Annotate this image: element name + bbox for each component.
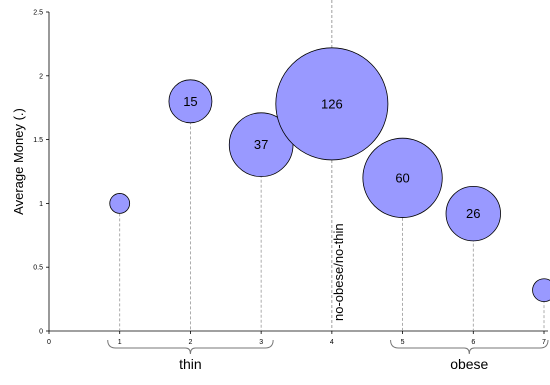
y-axis-title: Average Money (.) bbox=[11, 108, 26, 215]
axes bbox=[48, 12, 548, 332]
x-tick-label: 4 bbox=[330, 339, 334, 346]
y-tick-label: 0.5 bbox=[33, 265, 43, 272]
group-bracket bbox=[390, 339, 549, 355]
bubbles: 15 37 126 60 26 bbox=[109, 47, 550, 303]
bubble-label: 15 bbox=[183, 94, 197, 109]
bubble-label: 37 bbox=[254, 137, 268, 152]
x-tick-label: 2 bbox=[188, 339, 192, 346]
group-label: thin bbox=[179, 356, 202, 372]
y-tick-label: 1 bbox=[39, 201, 43, 208]
x-tick-label: 5 bbox=[401, 339, 405, 346]
bubble bbox=[532, 278, 550, 303]
group-label: obese bbox=[450, 356, 488, 372]
bubble bbox=[275, 47, 389, 161]
y-tick-label: 2 bbox=[39, 73, 43, 80]
group-bracket bbox=[107, 339, 274, 355]
bubble-label: 60 bbox=[395, 170, 409, 185]
x-tick-label: 1 bbox=[118, 339, 122, 346]
x-tick-label: 6 bbox=[471, 339, 475, 346]
bubble-label: 126 bbox=[321, 96, 343, 111]
x-tick-label: 7 bbox=[542, 339, 546, 346]
bubble bbox=[109, 193, 131, 214]
x-tick-label: 3 bbox=[259, 339, 263, 346]
bubble bbox=[445, 185, 501, 242]
bubble-label: 26 bbox=[466, 206, 480, 221]
y-tick-label: 2.5 bbox=[33, 10, 43, 17]
y-tick-label: 1.5 bbox=[33, 137, 43, 144]
reference-line-label: no-obese/no-thin bbox=[331, 223, 346, 321]
group-brackets: thin obese bbox=[107, 339, 549, 372]
y-tick-label: 0 bbox=[39, 329, 43, 336]
axis-ticks: 0 1 2 3 4 5 6 7 0 0.5 1 1.5 2 2.5 bbox=[33, 10, 546, 347]
x-tick-label: 0 bbox=[47, 339, 51, 346]
bubble bbox=[362, 137, 443, 218]
bubble bbox=[168, 79, 213, 124]
